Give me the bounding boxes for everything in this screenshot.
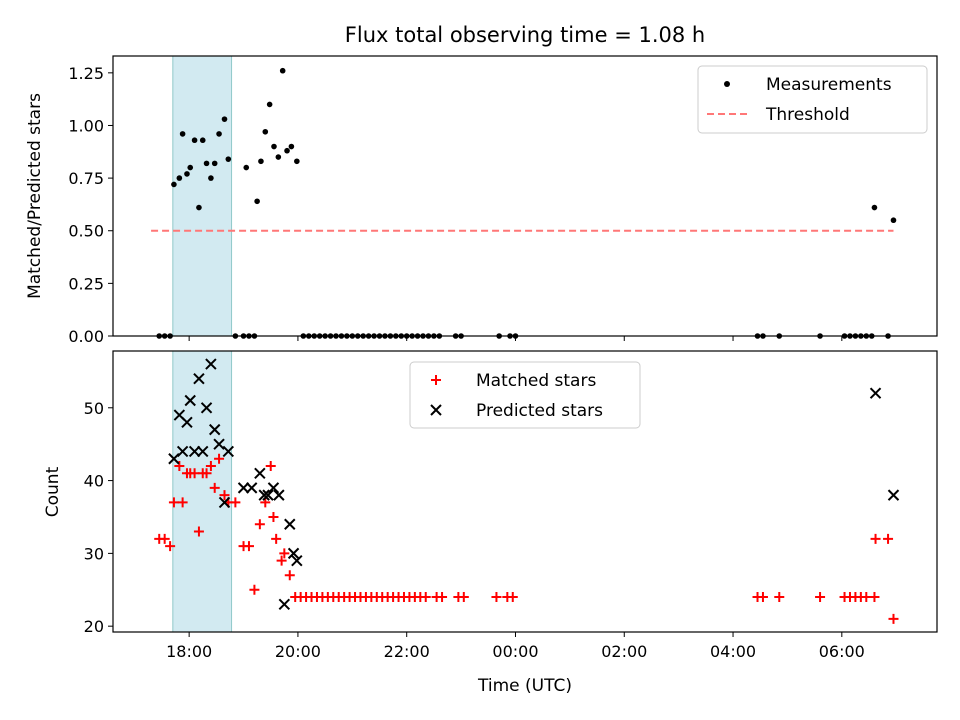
matched-star-point xyxy=(871,534,881,544)
xtick-label: 22:00 xyxy=(384,642,430,661)
measurement-point xyxy=(222,116,228,122)
matched-star-point xyxy=(758,592,768,602)
top-legend: Measurements Threshold xyxy=(698,66,927,133)
predicted-star-point xyxy=(285,519,295,529)
matched-star-point xyxy=(883,534,893,544)
measurement-point xyxy=(226,156,232,162)
xtick-label: 18:00 xyxy=(166,642,212,661)
predicted-star-point xyxy=(255,468,265,478)
bottom-legend: Matched stars Predicted stars xyxy=(410,362,640,428)
predicted-star-point xyxy=(871,388,881,398)
predicted-star-point xyxy=(888,490,898,500)
bottom-panel-xticks: 18:00 20:00 22:00 00:00 02:00 04:00 06:00 xyxy=(166,632,865,661)
predicted-star-point xyxy=(247,483,257,493)
measurement-point xyxy=(280,68,286,74)
measurement-point xyxy=(284,148,290,154)
figure: Flux total observing time = 1.08 h 0.000… xyxy=(0,0,960,720)
measurement-point xyxy=(187,165,193,171)
matched-star-point xyxy=(271,534,281,544)
chart-title: Flux total observing time = 1.08 h xyxy=(345,23,705,47)
matched-star-point xyxy=(244,541,254,551)
legend-predicted-label: Predicted stars xyxy=(476,401,603,421)
matched-star-point xyxy=(815,592,825,602)
measurement-point xyxy=(891,217,897,223)
matched-star-point xyxy=(255,519,265,529)
measurement-point xyxy=(216,131,222,137)
bottom-panel: 20 30 40 50 18:00 20:00 22:00 00:00 02:00 04:00 0… xyxy=(43,351,937,696)
xtick-label: 02:00 xyxy=(601,642,647,661)
ytick-label: 0.75 xyxy=(68,169,104,188)
measurement-point xyxy=(192,137,198,143)
measurement-point xyxy=(276,154,282,160)
measurement-point xyxy=(271,144,277,150)
predicted-star-point xyxy=(279,599,289,609)
legend-threshold-label: Threshold xyxy=(765,105,850,125)
measurement-point xyxy=(294,158,300,164)
xtick-label: 06:00 xyxy=(819,642,865,661)
ytick-label: 50 xyxy=(84,399,104,418)
measurement-point xyxy=(204,161,210,167)
measurement-point xyxy=(177,175,183,181)
predicted-star-point xyxy=(268,483,278,493)
bottom-xlabel: Time (UTC) xyxy=(477,676,572,696)
measurement-point xyxy=(184,171,190,177)
ytick-label: 1.00 xyxy=(68,116,104,135)
measurement-point xyxy=(262,129,268,135)
matched-star-point xyxy=(869,592,879,602)
ytick-label: 1.25 xyxy=(68,64,104,83)
matched-star-point xyxy=(888,614,898,624)
top-panel: 0.00 0.25 0.50 0.75 1.00 1.25 Matched/Predict… xyxy=(25,56,937,346)
highlight-span-bottom xyxy=(173,351,232,632)
measurement-point xyxy=(254,198,260,204)
matched-star-point xyxy=(421,592,431,602)
predicted-star-point xyxy=(274,490,284,500)
measurement-point xyxy=(267,102,273,108)
matched-star-point xyxy=(459,592,469,602)
measurement-point xyxy=(212,161,218,167)
ytick-label: 40 xyxy=(84,472,104,491)
legend-measurements-marker xyxy=(724,81,730,87)
legend-matched-label: Matched stars xyxy=(476,371,596,391)
matched-star-point xyxy=(491,592,501,602)
xtick-label: 00:00 xyxy=(492,642,538,661)
ytick-label: 0.50 xyxy=(68,222,104,241)
measurement-point xyxy=(208,175,214,181)
ytick-label: 0.00 xyxy=(68,327,104,346)
observing-time-span xyxy=(173,56,232,336)
top-panel-xticks xyxy=(189,336,842,341)
ytick-label: 20 xyxy=(84,617,104,636)
xtick-label: 20:00 xyxy=(275,642,321,661)
matched-star-point xyxy=(774,592,784,602)
ytick-label: 0.25 xyxy=(68,274,104,293)
measurement-point xyxy=(258,158,264,164)
measurement-point xyxy=(180,131,186,137)
legend-measurements-label: Measurements xyxy=(766,75,892,95)
matched-star-point xyxy=(160,534,170,544)
observing-time-span-bottom xyxy=(173,351,232,632)
matched-star-point xyxy=(249,585,259,595)
bottom-ylabel: Count xyxy=(43,466,63,517)
measurement-point xyxy=(171,182,177,188)
bottom-panel-yticks: 20 30 40 50 xyxy=(84,399,113,636)
xtick-label: 04:00 xyxy=(710,642,756,661)
matched-star-point xyxy=(268,512,278,522)
matched-star-point xyxy=(508,592,518,602)
measurement-point xyxy=(289,144,295,150)
measurement-point xyxy=(872,205,878,211)
measurement-point xyxy=(200,137,206,143)
ytick-label: 30 xyxy=(84,544,104,563)
matched-star-point xyxy=(437,592,447,602)
matched-star-point xyxy=(285,570,295,580)
top-ylabel: Matched/Predicted stars xyxy=(25,93,45,299)
highlight-span-top xyxy=(173,56,232,336)
top-panel-yticks: 0.00 0.25 0.50 0.75 1.00 1.25 xyxy=(68,64,113,346)
measurement-point xyxy=(196,205,202,211)
matched-star-point xyxy=(266,461,276,471)
measurement-point xyxy=(243,165,249,171)
